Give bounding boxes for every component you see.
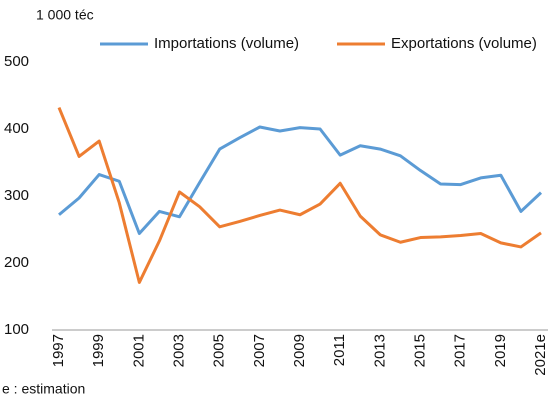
- legend-label: Importations (volume): [154, 35, 299, 52]
- y-tick-label: 500: [4, 53, 29, 70]
- x-tick-label: 1999: [90, 334, 107, 367]
- x-tick-label: 2005: [211, 334, 228, 367]
- note: e : estimation: [2, 381, 85, 397]
- y-tick-label: 100: [4, 321, 29, 338]
- x-tick-label: 2013: [371, 334, 388, 367]
- x-tick-label: 2009: [291, 334, 308, 367]
- x-tick-label: 1997: [50, 334, 67, 367]
- x-tick-label: 2001: [130, 334, 147, 367]
- x-tick-label: 2007: [251, 334, 268, 367]
- line-series: [58, 125, 543, 236]
- x-tick-label: 2015: [411, 334, 428, 367]
- line-series: [57, 106, 542, 284]
- x-tick-label: 2017: [452, 334, 469, 367]
- y-axis-unit: 1 000 téc: [36, 7, 94, 23]
- y-tick-label: 300: [4, 187, 29, 204]
- x-tick-label: 2003: [170, 334, 187, 367]
- x-tick-label: 2011: [331, 334, 348, 366]
- x-tick-label: 2021e: [532, 334, 549, 376]
- x-tick-label: 2019: [492, 334, 509, 367]
- y-tick-label: 400: [4, 120, 29, 137]
- y-tick-label: 200: [4, 254, 29, 271]
- legend-label: Exportations (volume): [391, 35, 537, 52]
